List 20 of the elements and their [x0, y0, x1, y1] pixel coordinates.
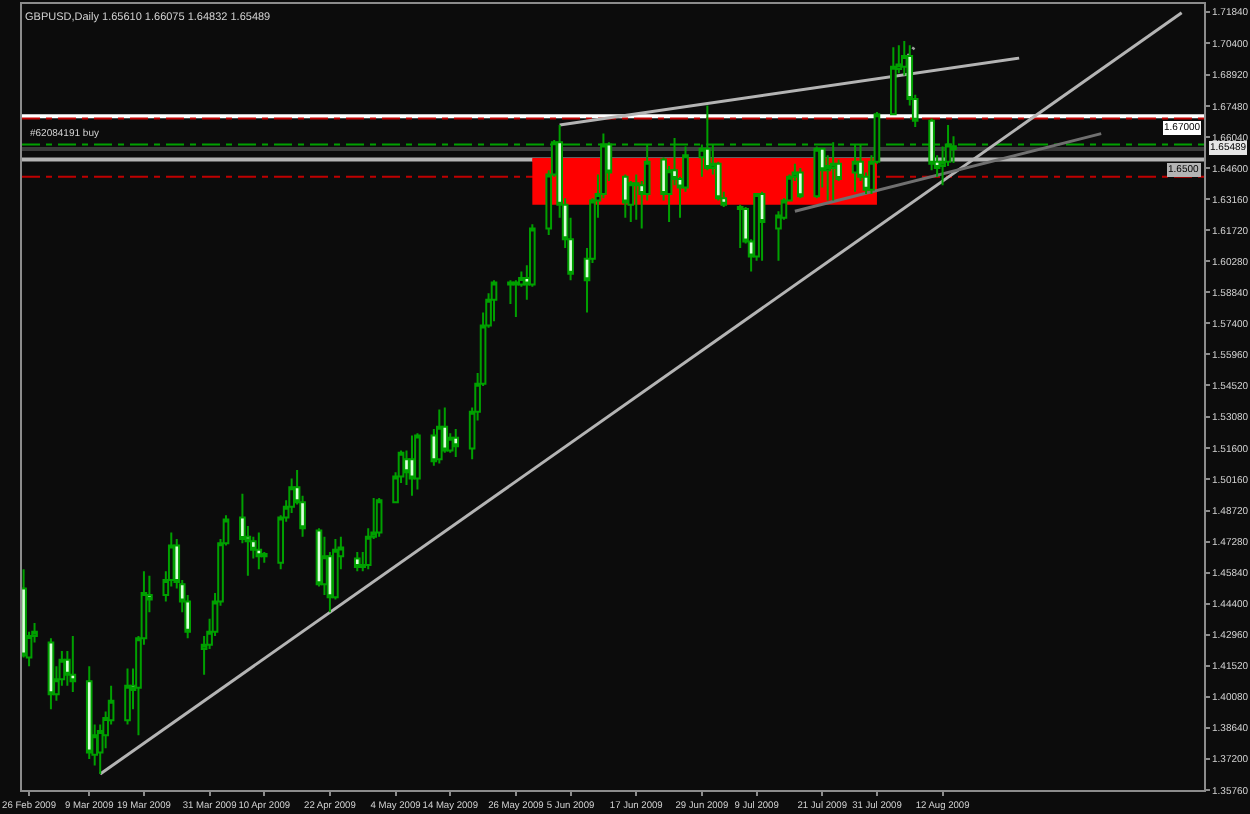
candlestick	[375, 497, 383, 538]
candlestick	[414, 432, 421, 491]
candlestick	[353, 550, 361, 573]
candlestick	[408, 434, 416, 497]
candlestick	[736, 203, 744, 249]
candlestick	[22, 568, 27, 659]
candlestick	[632, 173, 640, 221]
candlestick	[890, 46, 897, 116]
candlestick	[85, 665, 93, 760]
candlestick	[288, 477, 295, 515]
candlestick	[490, 279, 498, 323]
candlestick	[452, 428, 460, 459]
candlestick	[797, 167, 804, 200]
candlestick	[255, 531, 263, 571]
candlestick	[124, 667, 131, 726]
candlestick	[627, 180, 635, 223]
candlestick	[758, 190, 766, 262]
candlestick	[69, 635, 77, 694]
candlestick	[436, 408, 443, 465]
candlestick	[512, 279, 520, 318]
